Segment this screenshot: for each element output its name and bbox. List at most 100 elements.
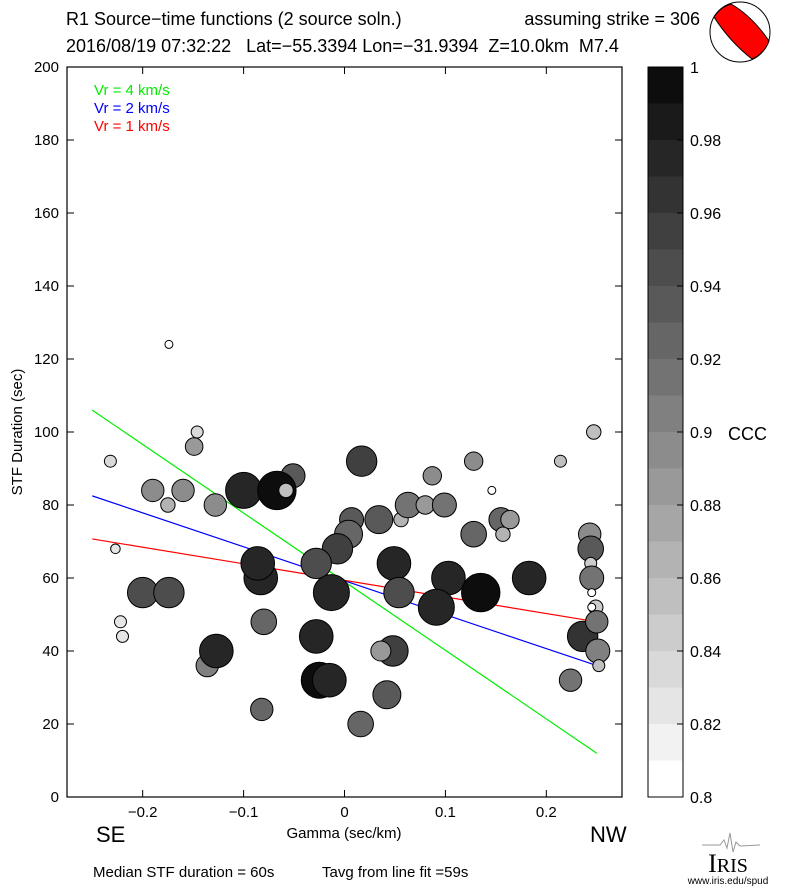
colorbar-bin	[648, 432, 683, 469]
y-axis-label: STF Duration (sec)	[9, 369, 26, 496]
colorbar-bin	[648, 578, 683, 615]
colorbar-bin	[648, 760, 683, 797]
data-point	[417, 588, 455, 626]
data-point	[383, 576, 415, 609]
colorbar-bin	[648, 614, 683, 651]
x-tick-label: 0.1	[435, 804, 456, 821]
data-point	[461, 572, 501, 613]
data-point	[585, 610, 609, 634]
data-point	[422, 466, 442, 486]
iris-logo-text: IRIS	[708, 849, 748, 878]
colorbar-bin	[648, 176, 683, 213]
data-point	[312, 574, 350, 612]
data-point	[345, 445, 378, 477]
data-point	[592, 659, 606, 673]
iris-logo: IRIS www.iris.edu/spud	[687, 832, 768, 887]
colorbar-bin	[648, 724, 683, 761]
data-point	[460, 520, 487, 548]
data-point	[171, 478, 195, 503]
data-point	[364, 505, 394, 535]
data-point	[203, 493, 228, 517]
x-tick-label: −0.2	[128, 804, 158, 821]
colorbar-tick-label: 0.96	[690, 206, 721, 223]
colorbar-tick-label: 0.9	[690, 425, 712, 442]
event-info: 2016/08/19 07:32:22 Lat=−55.3394 Lon=−31…	[66, 36, 619, 56]
seismogram-icon	[702, 832, 761, 853]
colorbar-tick-label: 0.84	[690, 644, 721, 661]
data-point	[370, 640, 392, 662]
chart-title: R1 Source−time functions (2 source soln.…	[66, 9, 402, 29]
y-tick-label: 120	[34, 351, 59, 368]
data-point	[116, 629, 129, 643]
data-point	[500, 509, 520, 530]
colorbar-tick-label: 0.94	[690, 279, 721, 296]
colorbar-bin	[648, 687, 683, 724]
colorbar-bin	[648, 103, 683, 140]
data-point	[553, 454, 567, 468]
colorbar-label: CCC	[728, 424, 767, 444]
plot-frame	[66, 66, 623, 798]
colorbar-tick-label: 0.98	[690, 133, 721, 150]
data-point	[431, 492, 457, 518]
colorbar-bin	[648, 468, 683, 505]
data-point	[312, 662, 347, 698]
direction-nw: NW	[590, 822, 627, 847]
data-point	[164, 339, 174, 349]
data-point	[558, 668, 583, 692]
y-tick-label: 80	[42, 497, 59, 514]
median-stf: Median STF duration = 60s	[93, 864, 274, 881]
data-point	[300, 547, 332, 580]
data-point	[160, 497, 176, 513]
data-point	[347, 710, 374, 738]
beachball-icon	[709, 1, 771, 63]
data-point	[587, 602, 597, 612]
data-point	[225, 471, 263, 509]
data-point	[376, 546, 412, 581]
data-point	[113, 615, 127, 629]
data-point	[579, 565, 605, 591]
data-point	[250, 697, 274, 722]
data-point	[278, 482, 294, 499]
colorbar: 0.8 0.82 0.84 0.86 0.88 0.9 0.92 0.94 0.96 0.98 1	[647, 60, 721, 807]
colorbar-tick-label: 0.92	[690, 352, 721, 369]
colorbar-bin	[648, 541, 683, 578]
x-tick-label: 0	[340, 804, 348, 821]
colorbar-bin	[648, 395, 683, 432]
y-tick-label: 200	[34, 59, 59, 76]
data-point	[298, 619, 334, 654]
data-point	[141, 478, 165, 503]
data-point	[463, 451, 484, 471]
legend-vr1: Vr = 1 km/s	[94, 118, 170, 135]
data-point	[495, 526, 511, 542]
tavg-fit: Tavg from line fit =59s	[322, 864, 468, 881]
y-tick-label: 0	[51, 789, 59, 806]
colorbar-tick-label: 0.88	[690, 498, 721, 515]
colorbar-bin	[648, 651, 683, 688]
data-point	[587, 588, 597, 598]
data-point	[257, 470, 297, 511]
colorbar-tick-label: 0.8	[690, 790, 712, 807]
colorbar-bin	[648, 322, 683, 359]
strike-label: assuming strike = 306	[524, 9, 700, 29]
colorbar-bin	[648, 249, 683, 286]
colorbar-bin	[648, 505, 683, 542]
data-point	[250, 608, 278, 636]
y-tick-label: 20	[42, 716, 59, 733]
data-point	[190, 425, 204, 439]
y-tick-label: 100	[34, 424, 59, 441]
x-axis-label: Gamma (sec/km)	[286, 825, 401, 842]
data-point	[415, 495, 435, 515]
x-tick-label: −0.1	[229, 804, 259, 821]
y-tick-label: 60	[42, 570, 59, 587]
y-tick-label: 140	[34, 278, 59, 295]
colorbar-bin	[648, 286, 683, 323]
colorbar-bin	[648, 67, 683, 104]
data-point	[199, 633, 234, 669]
data-point	[103, 454, 117, 468]
y-tick-label: 180	[34, 132, 59, 149]
plot-area: 0 20 40 60 80 100 120 140 160 180 200 −0.2 −0.1 0 0.1 0…	[34, 59, 622, 821]
colorbar-tick-label: 1	[690, 60, 699, 77]
legend-vr2: Vr = 2 km/s	[94, 100, 170, 117]
colorbar-tick-label: 0.82	[690, 717, 721, 734]
